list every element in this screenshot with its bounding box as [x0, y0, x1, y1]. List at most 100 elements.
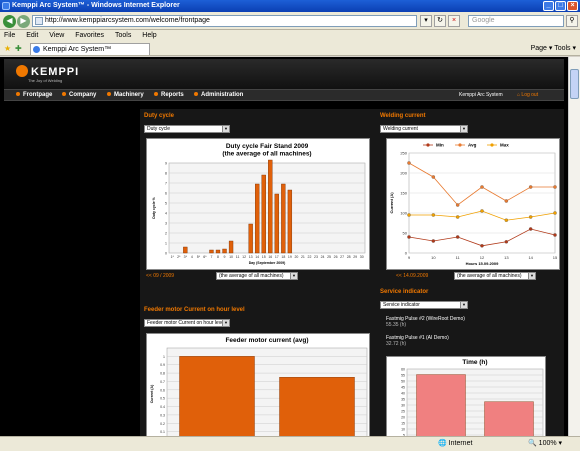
- tab-row: ★ ✚ Kemppi Arc System™ Page ▾ Tools ▾: [0, 42, 580, 56]
- feeder-select[interactable]: Feeder motor Current on hour level ▼: [144, 319, 230, 327]
- service-select[interactable]: Service indicator ▼: [380, 301, 468, 309]
- bar: [183, 246, 188, 254]
- search-input[interactable]: Google: [468, 15, 564, 27]
- y-tick-label: 250: [400, 151, 407, 156]
- data-point: [504, 218, 509, 222]
- scrollbar-thumb[interactable]: [570, 69, 579, 99]
- x-tick-label: 13: [504, 255, 509, 260]
- nav-label: Reports: [161, 92, 184, 98]
- x-tick-label: 7: [210, 255, 212, 259]
- x-tick-label: 3*: [184, 255, 188, 259]
- nav-reports[interactable]: Reports: [154, 90, 184, 101]
- vertical-scrollbar[interactable]: [568, 57, 580, 436]
- y-tick-label: 200: [400, 171, 407, 176]
- logout-link[interactable]: ⌂ Log out: [517, 92, 539, 98]
- back-button[interactable]: ◀: [3, 15, 16, 28]
- x-tick-label: 12: [480, 255, 485, 260]
- bullet-icon: [154, 92, 158, 96]
- welding-chart: 0 50 100 150 200 250 9 10 11 12 13 14 15 Min Avg Max Hou…: [386, 138, 560, 270]
- menu-view[interactable]: View: [49, 32, 65, 39]
- y-tick-label: 0: [405, 251, 408, 256]
- y-tick-label: 0: [165, 252, 167, 256]
- y-axis-label: Current (A): [150, 385, 154, 403]
- x-axis-label: Hours 15.09.2009: [466, 261, 499, 266]
- data-point: [407, 161, 411, 165]
- x-axis-label: Day (September 2009): [249, 261, 286, 265]
- duty-prev-month-link[interactable]: << 09 / 2009: [146, 273, 175, 279]
- maximize-button[interactable]: □: [555, 1, 566, 11]
- security-zone: 🌐 Internet: [438, 440, 473, 447]
- data-point: [455, 203, 460, 207]
- plot-area: [168, 162, 366, 254]
- zoom-level[interactable]: 🔍 100% ▾: [528, 440, 563, 447]
- tab-title: Kemppi Arc System™: [43, 46, 112, 53]
- stop-icon[interactable]: ×: [448, 15, 460, 27]
- chevron-down-icon: ▼: [222, 320, 229, 326]
- y-tick-label: 1: [165, 242, 167, 246]
- data-point: [504, 199, 509, 203]
- nav-company[interactable]: Company: [62, 90, 96, 101]
- welding-select[interactable]: Welding current ▼: [380, 125, 468, 133]
- bar: [261, 174, 266, 254]
- minimize-button[interactable]: _: [543, 1, 554, 11]
- nav-frontpage[interactable]: Frontpage: [16, 90, 52, 101]
- x-tick-label: 13: [249, 255, 253, 259]
- data-point: [480, 244, 484, 248]
- x-tick-label: 9: [408, 255, 411, 260]
- y-axis-label: Duty cycle %: [152, 196, 156, 218]
- status-bar: 🌐 Internet 🔍 100% ▾: [0, 436, 580, 451]
- duty-chart: 0 1 2 3 4 5 6 7 8 9 1* 2* 3* 4 5* 6* 7 8 9 10 11 12 13 14 15 16 17…: [146, 138, 370, 270]
- chevron-down-icon: ▼: [290, 273, 297, 279]
- x-tick-label: 30: [360, 255, 364, 259]
- search-icon[interactable]: ⚲: [566, 15, 578, 27]
- y-tick-label: 150: [400, 191, 407, 196]
- x-tick-label: 11: [456, 255, 461, 260]
- add-favorite-icon[interactable]: ✚: [15, 44, 22, 53]
- nav-administration[interactable]: Administration: [194, 90, 243, 101]
- menu-help[interactable]: Help: [142, 32, 157, 39]
- x-tick-label: 25: [327, 255, 331, 259]
- site-header: KEMPPI The Joy of Welding: [4, 59, 564, 89]
- nav-machinery[interactable]: Machinery: [107, 90, 144, 101]
- dropdown-icon[interactable]: ▾: [420, 15, 432, 27]
- x-tick-label: 4: [191, 255, 193, 259]
- kemppi-logo[interactable]: KEMPPI: [16, 65, 79, 78]
- welding-panel-title: Welding current: [380, 113, 426, 119]
- duty-select-value: Duty cycle: [147, 126, 171, 132]
- bar: [222, 248, 227, 254]
- browser-tab[interactable]: Kemppi Arc System™: [30, 43, 150, 55]
- page-viewport: KEMPPI The Joy of Welding Frontpage Comp…: [0, 57, 568, 436]
- favorites-star-icon[interactable]: ★: [4, 44, 12, 53]
- welding-machine-select[interactable]: (the average of all machines) ▼: [454, 272, 536, 280]
- y-tick-label: 30: [401, 404, 405, 408]
- system-name: Kemppi Arc System: [459, 92, 503, 98]
- address-bar[interactable]: http://www.kemppiarcsystem.com/welcome/f…: [32, 15, 417, 27]
- y-tick-label: 55: [401, 374, 405, 378]
- refresh-icon[interactable]: ↻: [434, 15, 446, 27]
- menu-file[interactable]: File: [4, 32, 16, 39]
- close-button[interactable]: ×: [567, 1, 578, 11]
- duty-machine-select[interactable]: (the average of all machines) ▼: [216, 272, 298, 280]
- forward-button[interactable]: ▶: [17, 15, 30, 28]
- x-tick-label: 10: [431, 255, 436, 260]
- bar: [274, 193, 279, 254]
- data-point: [553, 233, 557, 237]
- duty-select[interactable]: Duty cycle ▼: [144, 125, 230, 133]
- service-item-value: 55.35 (h): [386, 322, 407, 328]
- x-tick-label: 21: [301, 255, 305, 259]
- legend-marker: [458, 143, 462, 147]
- bar: [416, 374, 466, 436]
- chart-title: Feeder motor current (avg): [225, 337, 308, 344]
- command-bar-tools[interactable]: Page ▾ Tools ▾: [530, 45, 576, 52]
- duty-panel-title: Duty cycle: [144, 113, 175, 119]
- logout-label: Log out: [521, 92, 539, 98]
- chevron-down-icon: ▼: [460, 302, 467, 308]
- chevron-down-icon: ▼: [528, 273, 535, 279]
- menu-tools[interactable]: Tools: [115, 32, 132, 39]
- menu-edit[interactable]: Edit: [26, 32, 39, 39]
- menu-favorites[interactable]: Favorites: [75, 32, 105, 39]
- welding-prev-day-link[interactable]: << 14.09.2009: [396, 273, 429, 279]
- menu-bar: File Edit View Favorites Tools Help: [0, 30, 580, 42]
- y-tick-label: 60: [401, 368, 405, 372]
- y-tick-label: 0.9: [160, 363, 165, 367]
